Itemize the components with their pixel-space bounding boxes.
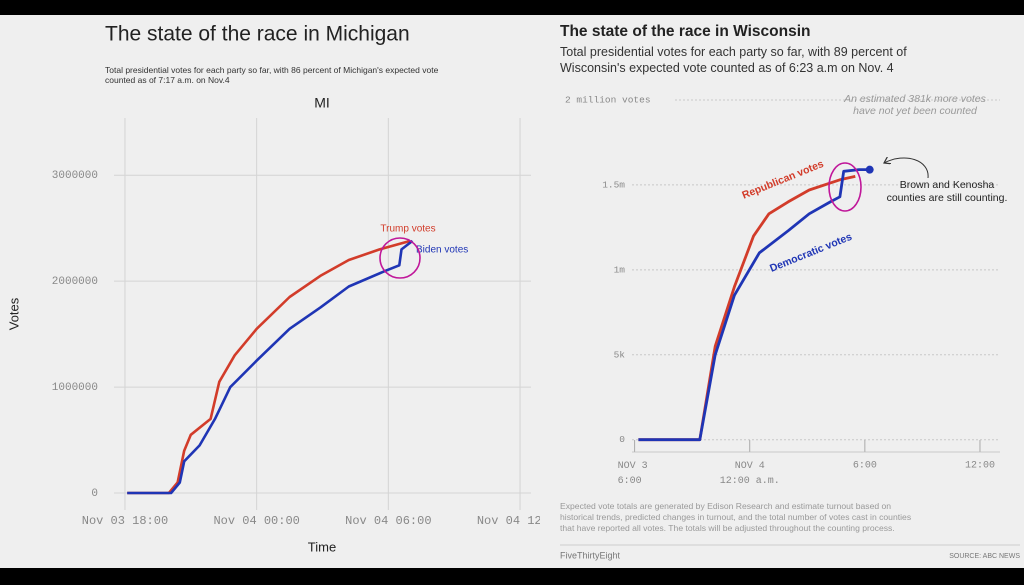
x-tick-label: 6:00: [853, 461, 877, 472]
highlight-circle: [828, 162, 862, 212]
background: [0, 15, 1024, 568]
x-tick-label: Nov 04 00:00: [213, 514, 299, 528]
panel-title: MI: [314, 95, 330, 111]
y-tick-label: 0: [91, 488, 98, 500]
y-tick-label: 5k: [614, 349, 626, 360]
x-tick-label: NOV 4 12:00 a.m.: [720, 461, 780, 487]
annotation: An estimated 381k more votes have not yet…: [843, 93, 987, 117]
y-tick-label: 1000000: [52, 382, 98, 394]
annotation-arrow: [884, 158, 929, 179]
x-axis-label: Time: [308, 539, 336, 554]
highlight-circle: [379, 237, 421, 279]
x-tick-label: 12:00: [965, 461, 995, 472]
chart-subtitle: Total presidential votes for each party …: [560, 45, 907, 75]
series-line: [638, 168, 869, 442]
y-tick-label: 3000000: [52, 170, 98, 182]
y-tick-label: 2 million votes: [565, 95, 651, 106]
y-axis-label: Votes: [6, 297, 21, 330]
brand: FiveThirtyEight: [560, 550, 621, 560]
y-tick-label: 1m: [614, 264, 626, 275]
footer-note: Expected vote totals are generated by Ed…: [560, 501, 911, 533]
x-tick-label: NOV 3 6:00: [618, 461, 648, 487]
y-tick-label: 2000000: [52, 276, 98, 288]
x-tick-label: Nov 03 18:00: [82, 514, 168, 528]
annotation: Brown and Kenosha counties are still coun…: [887, 179, 1008, 204]
michigan-chart: The state of the race in Michigan Total p…: [6, 23, 563, 555]
y-tick-label: 0: [619, 434, 625, 445]
series-line: [127, 239, 414, 495]
y-tick-label: 1.5m: [602, 179, 625, 190]
end-dot: [865, 165, 874, 174]
source: SOURCE: ABC NEWS: [949, 553, 1020, 560]
x-tick-label: Nov 04 06:00: [345, 514, 431, 528]
chart-subtitle: Total presidential votes for each party …: [105, 65, 439, 85]
series-label: Trump votes: [380, 224, 435, 235]
series-line: [127, 239, 411, 495]
chart-title: The state of the race in Michigan: [105, 23, 410, 46]
series-label: Biden votes: [416, 245, 468, 256]
chart-title: The state of the race in Wisconsin: [560, 23, 811, 40]
x-tick-label: Nov 04 12:00: [477, 514, 563, 528]
wisconsin-chart: The state of the race in Wisconsin Total …: [560, 23, 1020, 560]
